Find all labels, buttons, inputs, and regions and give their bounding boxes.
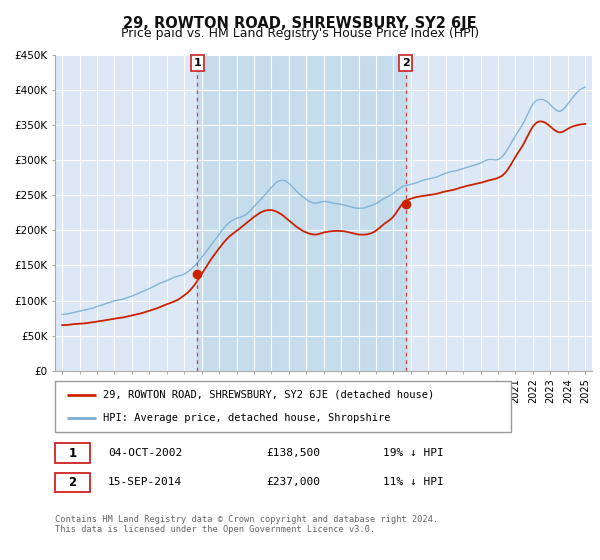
FancyBboxPatch shape [55,473,89,492]
Text: Price paid vs. HM Land Registry's House Price Index (HPI): Price paid vs. HM Land Registry's House … [121,27,479,40]
Text: 29, ROWTON ROAD, SHREWSBURY, SY2 6JE (detached house): 29, ROWTON ROAD, SHREWSBURY, SY2 6JE (de… [103,390,434,400]
Text: Contains HM Land Registry data © Crown copyright and database right 2024.: Contains HM Land Registry data © Crown c… [55,515,439,524]
FancyBboxPatch shape [55,444,89,463]
Text: 19% ↓ HPI: 19% ↓ HPI [383,448,443,458]
Text: This data is licensed under the Open Government Licence v3.0.: This data is licensed under the Open Gov… [55,525,376,534]
Text: 15-SEP-2014: 15-SEP-2014 [108,477,182,487]
Text: 2: 2 [68,475,76,489]
Text: £138,500: £138,500 [266,448,320,458]
Text: HPI: Average price, detached house, Shropshire: HPI: Average price, detached house, Shro… [103,413,391,423]
Text: 11% ↓ HPI: 11% ↓ HPI [383,477,443,487]
Text: £237,000: £237,000 [266,477,320,487]
Text: 29, ROWTON ROAD, SHREWSBURY, SY2 6JE: 29, ROWTON ROAD, SHREWSBURY, SY2 6JE [123,16,477,31]
Bar [197,55,406,371]
Text: 1: 1 [193,58,201,68]
Text: 2: 2 [402,58,410,68]
Text: 04-OCT-2002: 04-OCT-2002 [108,448,182,458]
Text: 1: 1 [68,446,76,460]
